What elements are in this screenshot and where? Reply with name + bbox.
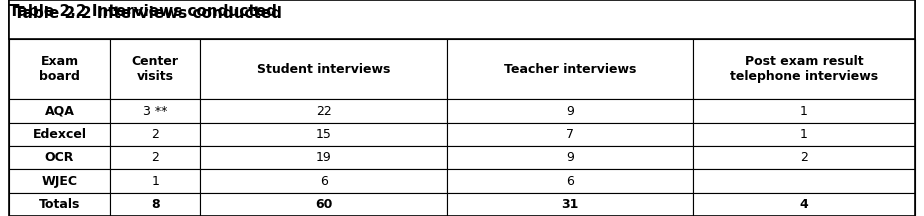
- Bar: [447, 99, 693, 123]
- Bar: [693, 99, 915, 123]
- Text: Totals: Totals: [39, 198, 80, 211]
- Text: 9: 9: [566, 151, 574, 164]
- Bar: [110, 193, 201, 216]
- Bar: [9, 193, 110, 216]
- Bar: [447, 169, 693, 193]
- Bar: [693, 39, 915, 99]
- Text: Exam
board: Exam board: [39, 55, 80, 83]
- Bar: [201, 193, 447, 216]
- Bar: [447, 193, 693, 216]
- Text: 9: 9: [566, 105, 574, 118]
- Text: 8: 8: [151, 198, 160, 211]
- Text: 6: 6: [320, 175, 328, 187]
- Bar: [201, 99, 447, 123]
- Bar: [9, 99, 110, 123]
- Text: Table 2.2 Interviews conducted: Table 2.2 Interviews conducted: [9, 4, 277, 19]
- Text: 3 **: 3 **: [143, 105, 167, 118]
- Text: 1: 1: [152, 175, 159, 187]
- Text: 31: 31: [562, 198, 578, 211]
- Text: Edexcel: Edexcel: [32, 128, 87, 141]
- Text: 7: 7: [566, 128, 574, 141]
- Text: 1: 1: [800, 128, 808, 141]
- Text: 19: 19: [316, 151, 332, 164]
- Text: 15: 15: [316, 128, 332, 141]
- Bar: [693, 193, 915, 216]
- Bar: [110, 39, 201, 99]
- Bar: [9, 146, 110, 169]
- Text: OCR: OCR: [45, 151, 74, 164]
- Text: WJEC: WJEC: [42, 175, 78, 187]
- Bar: [201, 169, 447, 193]
- Text: 2: 2: [152, 128, 159, 141]
- Text: 60: 60: [315, 198, 333, 211]
- Bar: [9, 39, 110, 99]
- Text: 22: 22: [316, 105, 332, 118]
- Bar: [110, 99, 201, 123]
- Text: 2: 2: [152, 151, 159, 164]
- Text: 1: 1: [800, 105, 808, 118]
- Bar: [110, 169, 201, 193]
- Bar: [201, 39, 447, 99]
- Bar: [201, 146, 447, 169]
- Text: Center
visits: Center visits: [131, 55, 178, 83]
- Text: Post exam result
telephone interviews: Post exam result telephone interviews: [730, 55, 878, 83]
- Bar: [693, 169, 915, 193]
- Bar: [447, 123, 693, 146]
- Bar: [9, 123, 110, 146]
- Text: Student interviews: Student interviews: [257, 63, 390, 76]
- Bar: [9, 0, 915, 39]
- Text: 2: 2: [800, 151, 808, 164]
- Text: 4: 4: [799, 198, 808, 211]
- Bar: [110, 146, 201, 169]
- Text: 6: 6: [566, 175, 574, 187]
- Bar: [110, 123, 201, 146]
- Text: AQA: AQA: [44, 105, 75, 118]
- Bar: [693, 123, 915, 146]
- Bar: [447, 146, 693, 169]
- Bar: [447, 39, 693, 99]
- Bar: [9, 169, 110, 193]
- Bar: [201, 123, 447, 146]
- Text: Teacher interviews: Teacher interviews: [504, 63, 637, 76]
- Bar: [693, 146, 915, 169]
- Text: Table 2.2 Interviews conducted: Table 2.2 Interviews conducted: [14, 6, 282, 21]
